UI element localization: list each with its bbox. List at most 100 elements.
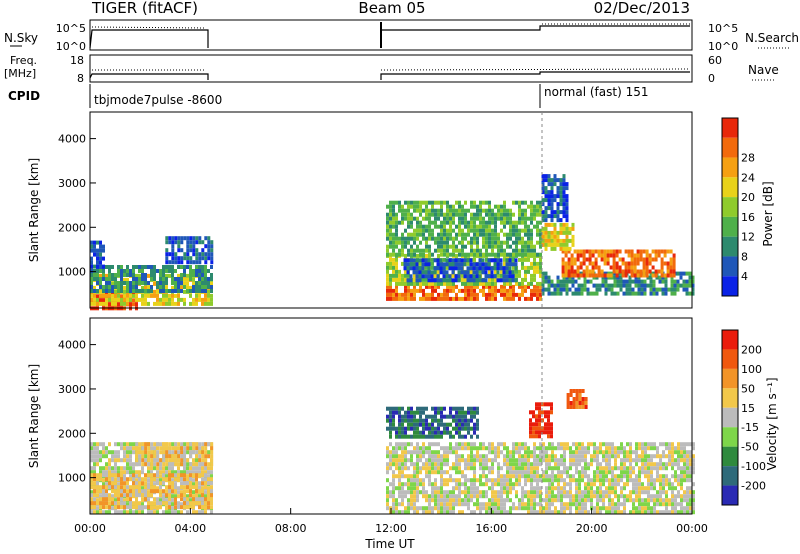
power-cell-r7 <box>395 228 398 233</box>
power-cell-r6 <box>518 257 521 262</box>
power-cell-r5 <box>467 288 470 293</box>
power-cell-r8 <box>448 274 452 279</box>
velocity-cell-r4 <box>629 494 632 499</box>
velocity-cell-r4 <box>413 478 416 483</box>
power-cell-r1 <box>171 301 174 306</box>
power-cell-r5 <box>419 288 422 293</box>
power-cell-r7 <box>386 220 389 225</box>
power-cell-r7 <box>419 208 422 213</box>
velocity-cell-r4 <box>473 458 476 463</box>
power-cell-r1 <box>129 293 132 298</box>
velocity-cell-r1 <box>153 497 156 502</box>
velocity-cell-r4 <box>668 450 671 455</box>
velocity-cell-r4 <box>575 454 578 459</box>
velocity-cell-r4 <box>488 470 491 475</box>
power-cell-r9 <box>553 291 557 296</box>
velocity-cell-r4 <box>665 490 668 495</box>
velocity-cell-r4 <box>395 454 398 459</box>
velocity-cell-r4 <box>524 462 527 467</box>
velocity-cell-r4 <box>563 454 566 459</box>
power-cell-r2 <box>159 281 162 285</box>
power-cell-r9 <box>562 287 566 292</box>
velocity-cell-r2 <box>174 450 178 455</box>
velocity-cell-r4 <box>476 494 479 499</box>
velocity-cell-r4 <box>614 486 617 491</box>
power-cell-r10 <box>672 269 676 274</box>
power-cell-r8 <box>427 270 431 275</box>
power-cell-r11 <box>550 242 554 247</box>
power-cell-r2 <box>201 273 204 277</box>
velocity-cell-r2 <box>174 462 178 467</box>
power-cell-r7 <box>386 236 389 241</box>
velocity-cell-r4 <box>506 466 509 471</box>
power-cell-r7 <box>443 248 446 253</box>
velocity-cell-r1 <box>90 485 93 490</box>
velocity-cell-r4 <box>551 458 554 463</box>
velocity-cell-r2 <box>165 454 169 459</box>
velocity-cell-r4 <box>644 490 647 495</box>
velocity-cell-r1 <box>195 501 198 506</box>
velocity-cell-r4 <box>407 458 410 463</box>
power-cell-r5 <box>491 296 494 301</box>
velocity-cell-r0 <box>117 510 120 515</box>
velocity-cell-r4 <box>446 494 449 499</box>
power-cell-r9 <box>670 279 674 284</box>
power-cell-r9 <box>556 279 560 284</box>
velocity-cell-r0 <box>171 510 174 515</box>
velocity-cell-r4 <box>533 506 536 511</box>
velocity-cell-r4 <box>590 486 593 491</box>
velocity-cell-r4 <box>515 490 518 495</box>
power-cell-r9 <box>547 291 551 296</box>
velocity-cell-r4 <box>533 442 536 447</box>
power-cell-r7 <box>515 228 518 233</box>
velocity-cell-r3 <box>467 418 470 423</box>
velocity-cell-r1 <box>123 489 126 494</box>
power-cell-r6 <box>503 281 506 286</box>
velocity-cell-r4 <box>548 510 551 515</box>
velocity-cell-r4 <box>611 454 614 459</box>
power-cell-r8 <box>415 258 419 263</box>
velocity-cell-r4 <box>563 442 566 447</box>
velocity-cell-r0 <box>126 450 129 455</box>
velocity-cell-r0 <box>156 458 159 463</box>
velocity-cell-r4 <box>488 502 491 507</box>
power-cell-r7 <box>452 212 455 217</box>
velocity-cell-r2 <box>201 462 205 467</box>
power-cell-r2 <box>180 273 183 277</box>
power-cell-r10 <box>636 249 640 254</box>
velocity-cell-r4 <box>494 482 497 487</box>
power-cell-r2 <box>180 265 183 269</box>
velocity-cell-r4 <box>515 462 518 467</box>
power-cell-r2 <box>126 269 129 273</box>
power-cell-r7 <box>527 252 530 257</box>
power-cell-r5 <box>539 296 542 301</box>
power-cell-r7 <box>449 216 452 221</box>
power-cell-r7 <box>512 220 515 225</box>
power-cell-r7 <box>449 208 452 213</box>
velocity-cell-r4 <box>563 470 566 475</box>
velocity-cell-r4 <box>608 446 611 451</box>
power-cell-r7 <box>521 220 524 225</box>
velocity-cell-r4 <box>506 478 509 483</box>
velocity-cell-r0 <box>123 474 126 479</box>
power-cell-r10 <box>660 261 664 266</box>
velocity-cell-r4 <box>629 450 632 455</box>
velocity-cell-r4 <box>494 446 497 451</box>
velocity-cell-r4 <box>581 446 584 451</box>
velocity-cell-r4 <box>584 462 587 467</box>
power-cell-r9 <box>634 275 638 280</box>
power-cell-r9 <box>583 283 587 288</box>
power-cell-r2 <box>90 269 93 273</box>
velocity-cell-r1 <box>102 493 105 498</box>
power-cell-r2 <box>183 265 186 269</box>
velocity-cell-r0 <box>207 450 210 455</box>
power-cell-r5 <box>422 292 425 297</box>
power-cell-r6 <box>512 265 515 270</box>
velocity-cell-r2 <box>147 458 151 463</box>
velocity-cell-r0 <box>111 454 114 459</box>
velocity-cell-r1 <box>207 477 210 482</box>
velocity-cell-r2 <box>159 450 163 455</box>
power-cell-r7 <box>389 216 392 221</box>
velocity-cell-r0 <box>129 470 132 475</box>
velocity-cell-r4 <box>425 474 428 479</box>
